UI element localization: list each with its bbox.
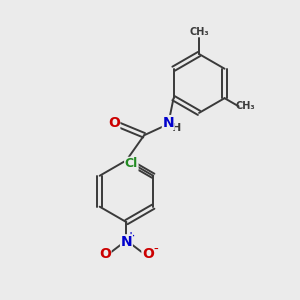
- Text: O: O: [99, 247, 111, 261]
- Text: N: N: [162, 116, 174, 130]
- Text: −: −: [148, 243, 159, 256]
- Text: O: O: [142, 247, 154, 261]
- Text: N: N: [162, 116, 174, 130]
- Text: H: H: [172, 123, 181, 133]
- Text: CH₃: CH₃: [235, 101, 255, 111]
- Text: O: O: [99, 247, 111, 261]
- Text: N: N: [121, 235, 132, 249]
- Text: +: +: [127, 231, 135, 241]
- Text: N: N: [121, 235, 132, 249]
- Text: O: O: [108, 116, 120, 130]
- Text: Cl: Cl: [125, 157, 138, 170]
- Text: O: O: [108, 116, 120, 130]
- Text: O: O: [142, 247, 154, 261]
- Text: Cl: Cl: [125, 157, 138, 170]
- Text: CH₃: CH₃: [189, 27, 209, 37]
